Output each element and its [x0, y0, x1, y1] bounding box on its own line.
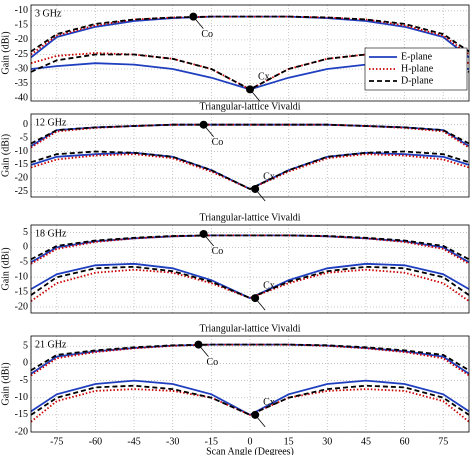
panel-label: 21 GHz [35, 339, 67, 350]
y-tick-label: -30 [15, 63, 28, 74]
series-line [30, 388, 470, 423]
x-axis-label: Scan Angle (Degrees) [206, 446, 294, 455]
annotation-leader [254, 414, 266, 428]
y-tick-label: -15 [15, 409, 28, 420]
panel-title: Triangular-lattice Vivaldi [199, 212, 300, 223]
panel-label: 3 GHz [35, 8, 62, 19]
series-line [30, 343, 470, 372]
y-tick-label: 5 [23, 341, 28, 352]
series-line [30, 15, 470, 56]
y-tick-label: -20 [15, 34, 28, 45]
annotation-text: Cx [263, 397, 275, 408]
y-tick-label: 5 [23, 227, 28, 238]
legend-label: D-plane [401, 75, 434, 86]
series-line [30, 15, 470, 53]
y-tick-label: -15 [15, 20, 28, 31]
annotation-leader [203, 124, 214, 137]
annotation-text: Co [212, 137, 224, 148]
panel-label: 12 GHz [35, 117, 67, 128]
annotation-text: Cx [258, 72, 270, 83]
y-tick-label: -25 [15, 186, 28, 197]
panel-title: Triangular-lattice Vivaldi [199, 101, 300, 112]
series-line [30, 150, 470, 191]
x-tick-label: -30 [166, 436, 179, 447]
x-tick-label: 45 [361, 436, 371, 447]
plot-frame [30, 113, 470, 198]
plot-frame [30, 224, 470, 314]
plot-frame [30, 335, 470, 433]
panel-label: 18 GHz [35, 228, 67, 239]
annotation-leader [198, 344, 209, 357]
legend-label: H-plane [401, 63, 434, 74]
series-line [30, 268, 470, 302]
y-tick-label: -15 [15, 286, 28, 297]
series-line [30, 123, 470, 145]
x-tick-label: -60 [89, 436, 102, 447]
annotation-leader [254, 297, 266, 311]
y-tick-label: -20 [15, 301, 28, 312]
y-axis-label: Gain (dBi) [0, 247, 11, 290]
y-tick-label: -10 [15, 146, 28, 157]
y-tick-label: -15 [15, 159, 28, 170]
legend-label: E-plane [401, 51, 433, 62]
y-tick-label: -20 [15, 426, 28, 437]
plot-frame [30, 4, 470, 102]
y-tick-label: 0 [23, 242, 28, 253]
annotation-leader [193, 16, 204, 29]
y-axis-label: Gain (dBi) [0, 31, 11, 74]
y-tick-label: 0 [23, 119, 28, 130]
x-tick-label: 60 [400, 436, 410, 447]
series-line [30, 234, 470, 261]
x-tick-label: -45 [127, 436, 140, 447]
y-tick-label: -35 [15, 78, 28, 89]
y-tick-label: -10 [15, 392, 28, 403]
x-tick-label: -75 [50, 436, 63, 447]
x-tick-label: 75 [438, 436, 448, 447]
series-line [30, 343, 470, 377]
x-tick-label: -15 [205, 436, 218, 447]
y-tick-label: -20 [15, 173, 28, 184]
annotation-text: Co [201, 29, 213, 40]
x-tick-label: 30 [322, 436, 332, 447]
annotation-text: Co [212, 246, 224, 257]
x-tick-label: 15 [284, 436, 294, 447]
annotation-text: Cx [263, 280, 275, 291]
x-tick-label: 0 [248, 436, 253, 447]
y-tick-label: -10 [15, 272, 28, 283]
annotation-text: Cx [263, 171, 275, 182]
series-line [30, 234, 470, 265]
y-tick-label: -40 [15, 92, 28, 103]
y-axis-label: Gain (dBi) [0, 134, 11, 177]
series-line [30, 262, 470, 300]
annotation-leader [249, 89, 261, 102]
y-axis-label: Gain (dBi) [0, 362, 11, 405]
y-tick-label: -5 [20, 375, 28, 386]
y-tick-label: -25 [15, 49, 28, 60]
annotation-leader [203, 233, 214, 247]
panel-title: Triangular-lattice Vivaldi [199, 323, 300, 334]
legend-box [364, 47, 468, 91]
y-tick-label: 0 [23, 358, 28, 369]
annotation-text: Co [206, 357, 218, 368]
y-tick-label: -5 [20, 132, 28, 143]
y-tick-label: -10 [15, 5, 28, 16]
annotation-leader [254, 188, 266, 202]
y-tick-label: -5 [20, 257, 28, 268]
